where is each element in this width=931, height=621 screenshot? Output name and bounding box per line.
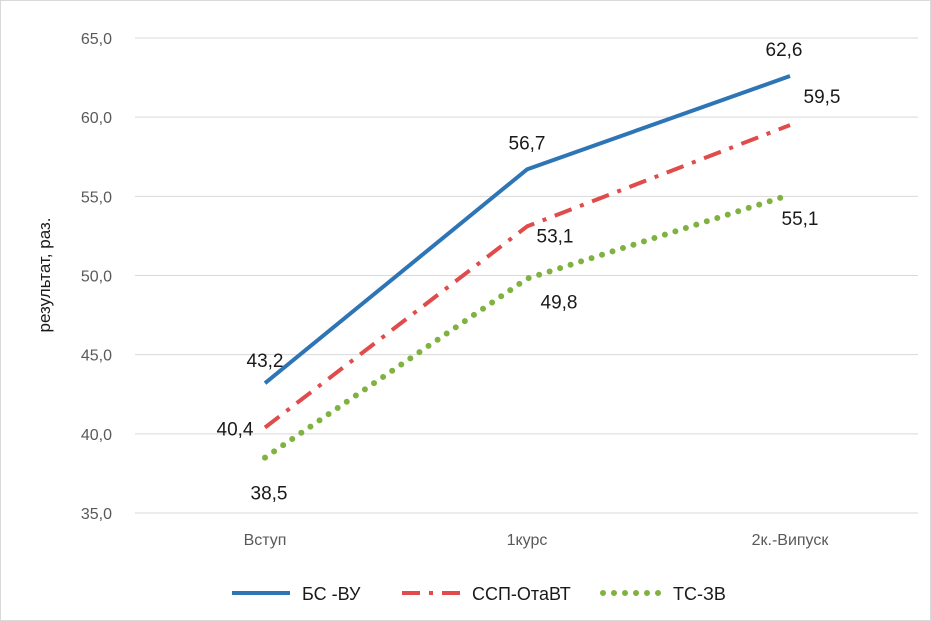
legend-label: ССП-ОтаВТ (472, 584, 571, 604)
data-label: 53,1 (537, 226, 574, 247)
y-tick-label: 55,0 (81, 189, 112, 206)
data-label: 62,6 (766, 40, 803, 61)
legend: БС -ВУ ССП-ОтаВТ ТС-ЗВ (232, 584, 726, 604)
series-line (262, 191, 793, 461)
y-tick-label: 40,0 (81, 427, 112, 444)
x-tick-label: Вступ (244, 532, 287, 549)
y-tick-label: 65,0 (81, 31, 112, 48)
data-label: 55,1 (782, 209, 819, 230)
data-label: 43,2 (247, 351, 284, 372)
legend-label: ТС-ЗВ (673, 584, 726, 604)
x-tick-label: 1курс (507, 532, 548, 549)
x-tick-label: 2к.-Випуск (752, 532, 830, 549)
y-tick-label: 50,0 (81, 269, 112, 286)
data-labels: 43,2 56,7 62,6 40,4 53,1 59,5 38,5 49,8 55,1 (217, 40, 841, 505)
data-label: 56,7 (509, 133, 546, 154)
legend-label: БС -ВУ (302, 584, 361, 604)
x-axis-ticks: Вступ 1курс 2к.-Випуск (244, 532, 830, 549)
y-tick-label: 45,0 (81, 348, 112, 365)
series-line (263, 74, 791, 385)
y-tick-label: 60,0 (81, 110, 112, 127)
data-label: 40,4 (217, 420, 254, 441)
data-label: 38,5 (251, 484, 288, 505)
y-axis-label: результат, раз. (35, 218, 54, 333)
series-line (263, 123, 791, 430)
data-label: 49,8 (541, 293, 578, 314)
gridlines (135, 37, 918, 514)
data-label: 59,5 (804, 87, 841, 108)
y-tick-label: 35,0 (81, 506, 112, 523)
series-lines (262, 74, 793, 461)
y-axis-ticks: 65,0 60,0 55,0 50,0 45,0 40,0 35,0 (81, 31, 112, 523)
